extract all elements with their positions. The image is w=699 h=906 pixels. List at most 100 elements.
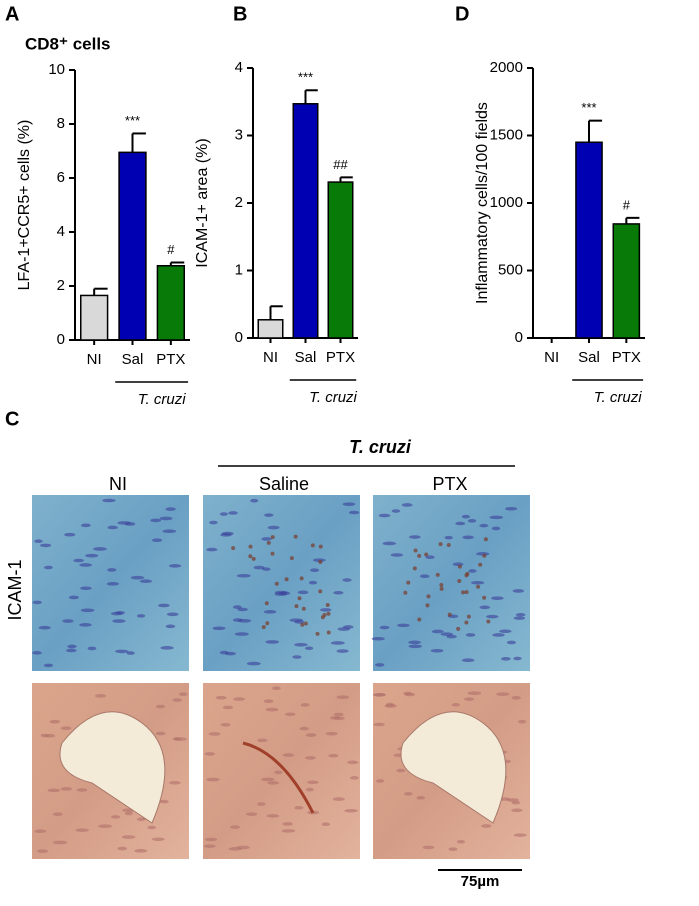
cell-nucleus <box>333 712 344 717</box>
bar <box>612 223 641 339</box>
stain <box>482 553 487 558</box>
chart-title: CD8⁺ cells <box>25 34 111 53</box>
cell-nucleus <box>204 752 216 756</box>
panel-letter: B <box>233 3 247 25</box>
cell-nucleus <box>378 513 391 518</box>
cell-nucleus <box>87 646 97 651</box>
stain <box>251 556 256 561</box>
cell-nucleus <box>308 580 318 585</box>
cell-nucleus <box>401 503 413 507</box>
cell-nucleus <box>313 558 326 562</box>
stain <box>310 543 315 548</box>
cell-nucleus <box>147 825 157 830</box>
vessel <box>242 741 315 814</box>
stain <box>476 584 481 589</box>
cell-nucleus <box>409 535 421 539</box>
cell-nucleus <box>34 829 47 834</box>
cell-nucleus <box>178 692 188 697</box>
bar <box>257 319 284 339</box>
stain <box>439 582 444 587</box>
cell-nucleus <box>382 541 397 546</box>
y-tick-label: 6 <box>57 169 65 186</box>
cell-nucleus <box>53 840 68 845</box>
cell-nucleus <box>336 649 349 653</box>
cell-nucleus <box>264 513 274 517</box>
x-tick-label: PTX <box>326 349 355 366</box>
stain <box>464 590 469 595</box>
stain <box>297 596 302 601</box>
x-tick-label: NI <box>263 349 278 366</box>
x-tick-label: Sal <box>122 351 144 368</box>
cell-nucleus <box>342 502 356 506</box>
cell-nucleus <box>385 702 395 707</box>
y-tick-label: 8 <box>57 115 65 132</box>
cell-nucleus <box>43 565 53 570</box>
cell-nucleus <box>139 579 153 584</box>
stain <box>294 604 299 609</box>
cell-nucleus <box>34 539 43 544</box>
y-tick-label: 0 <box>515 329 523 346</box>
cell-nucleus <box>376 779 385 783</box>
cell-nucleus <box>32 651 42 655</box>
stain <box>482 595 487 600</box>
cell-nucleus <box>208 732 221 736</box>
bar <box>80 294 109 341</box>
stain <box>266 540 271 545</box>
bar <box>292 103 319 339</box>
stain <box>464 573 469 578</box>
stain <box>318 560 323 565</box>
bar <box>118 151 147 341</box>
cell-nucleus <box>265 640 280 644</box>
stain <box>486 619 491 624</box>
significance: *** <box>581 100 596 115</box>
cell-nucleus <box>222 705 234 710</box>
stain <box>289 556 294 561</box>
cell-nucleus <box>371 636 385 641</box>
cell-nucleus <box>209 520 218 525</box>
cell-nucleus <box>121 835 136 839</box>
cell-nucleus <box>49 719 61 724</box>
cell-nucleus <box>281 829 296 833</box>
stain <box>417 553 422 558</box>
cell-nucleus <box>333 590 344 595</box>
cell-nucleus <box>491 596 504 601</box>
cell-nucleus <box>267 525 280 530</box>
cell-nucleus <box>348 510 360 515</box>
cell-nucleus <box>76 788 88 792</box>
panel-letter: D <box>455 3 469 25</box>
stain <box>293 534 298 539</box>
stain <box>417 617 422 622</box>
stain <box>438 542 443 547</box>
vessel <box>400 711 507 824</box>
cell-nucleus <box>94 694 107 698</box>
stain <box>270 551 275 556</box>
cell-nucleus <box>38 625 51 630</box>
cell-nucleus <box>404 792 413 796</box>
cell-nucleus <box>299 726 309 731</box>
y-tick-label: 1000 <box>490 194 523 211</box>
stain <box>299 576 304 581</box>
cell-nucleus <box>47 788 61 793</box>
stain <box>318 544 323 549</box>
x-tick-label: PTX <box>612 349 641 366</box>
cell-nucleus <box>373 722 385 727</box>
scale-bar-label: 75µm <box>461 873 500 890</box>
cell-nucleus <box>60 787 73 791</box>
cell-nucleus <box>203 844 216 848</box>
cell-nucleus <box>297 590 309 595</box>
cell-nucleus <box>37 849 49 854</box>
cell-nucleus <box>422 845 435 850</box>
cell-nucleus <box>511 800 521 805</box>
cell-nucleus <box>115 610 125 615</box>
cell-nucleus <box>93 547 107 551</box>
cell-nucleus <box>212 626 226 631</box>
cell-nucleus <box>305 756 316 760</box>
cell-nucleus <box>350 776 359 780</box>
significance: # <box>623 197 631 212</box>
cell-nucleus <box>391 509 401 513</box>
stain <box>301 606 306 611</box>
stain <box>231 546 236 551</box>
cell-nucleus <box>102 498 116 503</box>
stain <box>466 614 471 619</box>
cell-nucleus <box>237 607 248 612</box>
